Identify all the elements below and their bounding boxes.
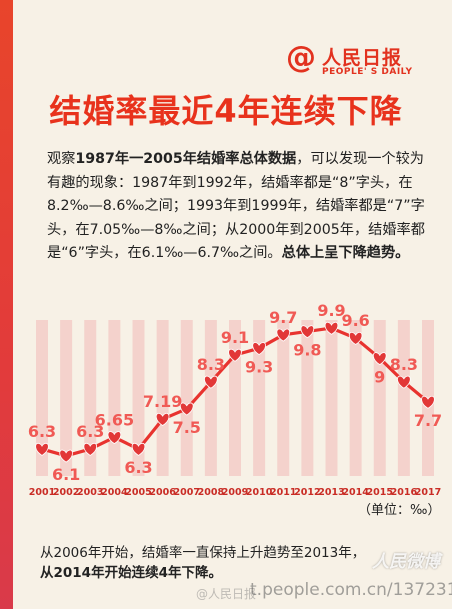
value-label: 7.5 [173, 418, 201, 437]
value-label: 8.3 [390, 355, 418, 374]
x-tick-label: 2008 [198, 487, 225, 498]
heart-marker [421, 395, 435, 409]
logo-subtitle: PEOPLE' S DAILY [322, 67, 413, 77]
x-tick-label: 2015 [367, 487, 393, 498]
value-label: 9.8 [293, 340, 321, 359]
x-tick-label: 2016 [391, 487, 418, 498]
heart-marker [372, 352, 387, 366]
at-sign-icon: @ [286, 40, 316, 75]
intro-bold-2: 总体上呈下降趋势。 [281, 245, 410, 261]
people-daily-logo: @ 人民日报 PEOPLE' S DAILY [286, 42, 436, 82]
heart-marker [131, 442, 146, 456]
x-tick-label: 2006 [149, 487, 176, 498]
heart-markers [35, 321, 435, 463]
x-tick-label: 2001 [29, 487, 55, 498]
heart-marker [83, 442, 98, 456]
value-label: 9.6 [341, 311, 369, 330]
x-axis-ticks: 2001200220032004200520062007200820092010… [29, 487, 441, 498]
background-bar [373, 320, 386, 476]
x-tick-label: 2003 [77, 487, 103, 498]
marriage-rate-chart: 6.36.16.36.656.37.197.58.39.19.39.79.89.… [28, 301, 442, 498]
heart-marker [300, 325, 315, 339]
x-tick-label: 2005 [125, 487, 151, 498]
heart-marker [228, 348, 242, 362]
background-bar [397, 320, 410, 476]
background-bars [36, 320, 434, 476]
value-label: 9.1 [221, 328, 249, 347]
heart-marker [324, 321, 339, 335]
footer-line-1: 从2006年开始，结婚率一直保持上升趋势至2013年， [40, 545, 366, 561]
heart-marker [35, 442, 49, 456]
intro-text-2: ，可以发现一个较为有趣的现象：1987年到1992年，结婚率都是“8”字头，在8… [47, 151, 425, 261]
x-tick-label: 2013 [318, 487, 344, 498]
background-bar [422, 320, 434, 476]
background-bar [253, 320, 266, 476]
heart-marker [155, 413, 170, 426]
heart-marker [397, 375, 411, 389]
value-labels: 6.36.16.36.656.37.197.58.39.19.39.79.89.… [28, 301, 442, 484]
x-tick-label: 2011 [270, 487, 296, 498]
weibo-watermark: 人民微博 [372, 552, 440, 572]
heart-marker [276, 328, 291, 342]
page-headline: 结婚率最近4年连续下降 [49, 92, 403, 130]
x-tick-label: 2010 [246, 487, 273, 498]
heart-marker [179, 402, 194, 416]
background-bar [60, 320, 73, 476]
value-label: 6.3 [124, 458, 152, 477]
intro-text-1: 观察 [47, 151, 76, 167]
heart-marker [252, 342, 266, 356]
value-label: 6.3 [28, 422, 56, 441]
background-bar [84, 320, 97, 476]
value-label: 9.7 [269, 308, 297, 327]
background-bar [301, 320, 314, 476]
url-watermark: t.people.com.cn/137231 [250, 580, 452, 600]
value-label: 8.3 [197, 355, 225, 374]
background-bar [156, 320, 169, 476]
background-bar [349, 320, 362, 476]
logo-name: 人民日报 [322, 47, 403, 69]
x-tick-label: 2007 [174, 487, 200, 498]
background-bar [277, 320, 290, 476]
heart-marker [107, 431, 122, 445]
value-label: 7.19 [143, 392, 182, 411]
value-label: 9.3 [245, 357, 273, 376]
value-label: 6.1 [52, 465, 80, 484]
x-tick-label: 2012 [294, 487, 320, 498]
value-label: 9.9 [317, 301, 345, 320]
intro-bold-1: 1987年一2005年结婚率总体数据 [75, 151, 297, 167]
left-accent-stripe [0, 0, 13, 609]
intro-paragraph: 观察1987年一2005年结婚率总体数据，可以发现一个较为有趣的现象：1987年… [47, 148, 427, 266]
value-label: 9 [374, 367, 385, 386]
footer-line-2: 从2014年开始连续4年下降。 [40, 565, 222, 581]
footer-text: 从2006年开始，结婚率一直保持上升趋势至2013年， 从2014年开始连续4年… [40, 543, 440, 583]
handle-watermark: @人民日报 [196, 587, 257, 601]
x-tick-label: 2017 [415, 487, 441, 498]
value-label: 6.3 [76, 422, 104, 441]
unit-label: （单位：‰） [358, 503, 441, 518]
background-bar [325, 320, 338, 476]
heart-marker [204, 375, 218, 389]
value-label: 7.7 [414, 411, 442, 430]
heart-marker [59, 449, 73, 463]
value-label: 6.65 [95, 410, 134, 429]
heart-marker [348, 331, 363, 345]
background-bar [108, 320, 121, 476]
background-bar [132, 320, 145, 476]
background-bar [36, 320, 48, 476]
background-bar [180, 320, 193, 476]
x-tick-label: 2004 [101, 487, 128, 498]
x-tick-label: 2002 [53, 487, 79, 498]
background-bar [204, 320, 217, 476]
x-tick-label: 2014 [342, 487, 369, 498]
x-tick-label: 2009 [222, 487, 248, 498]
